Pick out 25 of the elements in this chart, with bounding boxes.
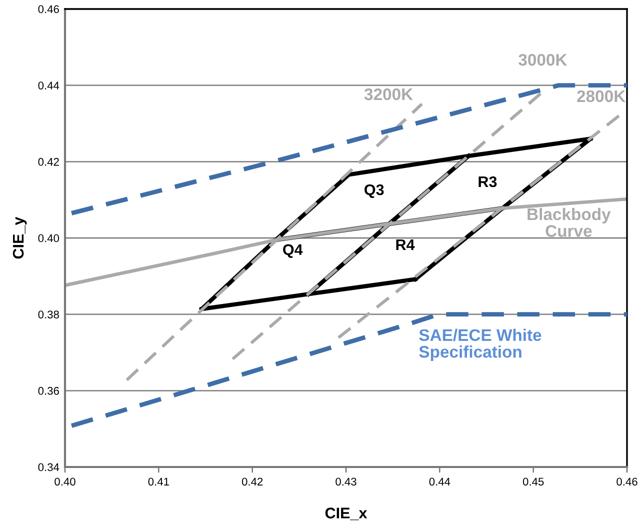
y-tick-label: 0.44 <box>38 82 60 90</box>
series-label: 2800K <box>577 90 626 102</box>
annotation: Q3 <box>364 184 384 198</box>
x-tick-label: 0.43 <box>336 478 356 486</box>
series-label: 3200K <box>364 88 413 100</box>
x-axis-title: CIE_x <box>325 508 368 520</box>
annotation: R3 <box>478 176 497 188</box>
series-label: Blackbody Curve <box>528 208 611 237</box>
x-tick-label: 0.44 <box>429 478 450 486</box>
x-tick-label: 0.46 <box>616 478 638 486</box>
x-tick-label: 0.45 <box>522 478 544 486</box>
x-tick-label: 0.41 <box>148 478 169 486</box>
y-tick-label: 0.40 <box>38 234 60 242</box>
x-tick-label: 0.40 <box>54 478 76 486</box>
x-tick-label: 0.42 <box>242 478 263 486</box>
y-tick-label: 0.46 <box>38 5 59 14</box>
series-label: SAE/ECE White Specification <box>419 328 542 362</box>
annotation: R4 <box>396 239 415 250</box>
y-tick-label: 0.36 <box>38 386 59 395</box>
y-tick-label: 0.38 <box>38 310 59 318</box>
y-axis-title: CIE_y <box>12 216 27 259</box>
annotation: Q4 <box>283 244 303 258</box>
y-tick-label: 0.34 <box>38 463 60 472</box>
y-tick-label: 0.42 <box>38 158 59 166</box>
series-label: 3000K <box>518 54 568 66</box>
